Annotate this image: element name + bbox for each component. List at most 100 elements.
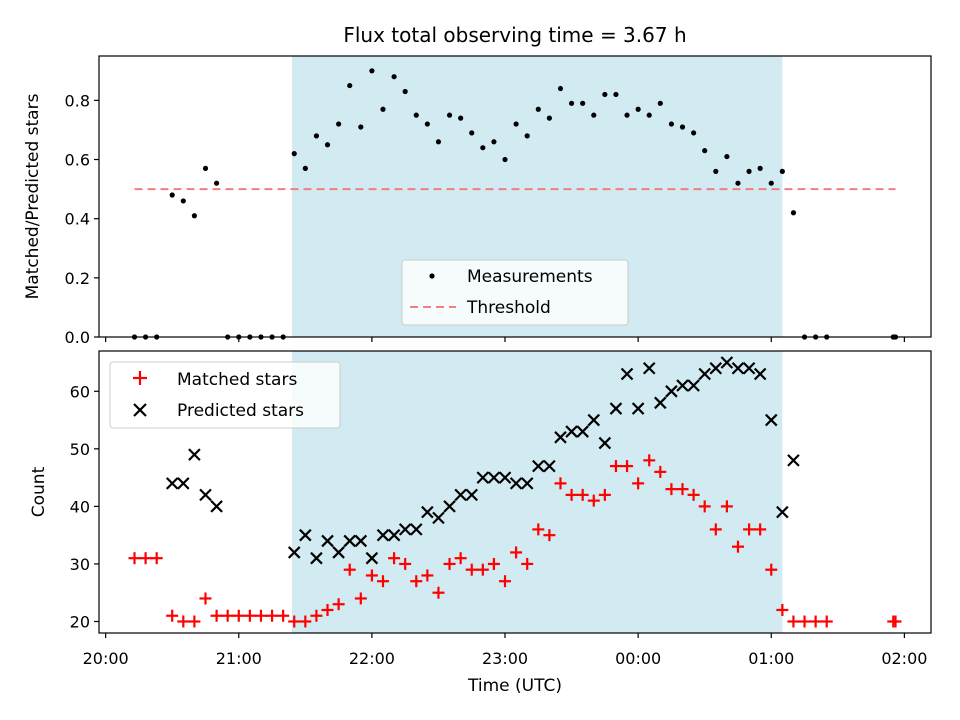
predicted-star-point [354,534,368,548]
matched-star-point [177,615,190,628]
matched-star-point [754,523,767,536]
predicted-star-point [787,454,800,467]
top-y-tick-label: 0.2 [65,269,90,288]
predicted-star-point [764,413,778,427]
matched-star-point [465,563,478,576]
matched-star-point [720,500,733,513]
matched-star-point [776,603,789,616]
bottom-legend: Matched stars Predicted stars [109,361,341,429]
measurement-point [458,115,464,121]
measurement-point [358,124,364,130]
top-axes-frame [98,55,932,338]
predicted-star-point [642,361,656,375]
matched-star-point [731,540,744,553]
measurement-point [768,180,774,186]
matched-star-point [199,592,212,605]
matched-star-point [232,609,245,622]
matched-star-point [709,523,722,536]
x-tick-label: 00:00 [615,649,661,668]
predicted-star-point [720,356,734,369]
predicted-star-point [631,402,645,415]
measurement-point [602,91,608,98]
predicted-star-point [742,361,756,375]
predicted-star-point [687,379,700,392]
bottom-legend-box [109,361,341,429]
measurement-point [557,85,564,92]
predicted-star-point [310,551,323,565]
bottom-y-tick-label: 20 [70,612,90,631]
measurement-point [757,165,763,171]
measurement-point [191,213,198,219]
legend-measurement-marker [429,273,435,279]
measurement-point [790,210,797,216]
predicted-star-point [321,534,334,548]
predicted-star-point [177,477,190,490]
matched-star-point [521,557,534,570]
legend-measurements-label: Measurements [467,267,593,287]
measurement-point [580,100,586,106]
measurement-point [635,106,641,112]
predicted-star-point [299,528,312,542]
count-points [128,356,902,628]
x-tick-label: 23:00 [482,649,528,668]
matched-star-point [365,569,378,582]
predicted-star-point [565,425,578,438]
measurement-point [336,121,342,127]
predicted-star-point [587,413,601,427]
top-y-ticks: 0.0 0.2 0.4 0.6 0.8 [65,91,99,347]
matched-star-point [332,598,345,611]
measurement-point [324,142,331,148]
measurement-point [679,124,686,130]
predicted-star-point [287,546,301,559]
matched-star-point [487,557,500,570]
x-tick-label: 20:00 [83,649,129,668]
bottom-y-tick-label: 40 [70,497,90,516]
measurement-point [657,100,663,106]
matched-star-point [665,483,678,496]
predicted-star-point [454,488,467,502]
measurement-point [702,148,708,154]
predicted-star-point [532,459,545,473]
matched-star-point [609,460,622,473]
matched-star-point [343,563,356,576]
matched-star-point [221,609,234,622]
matched-star-point [188,615,201,628]
matched-star-point [288,615,301,628]
measurement-point [668,121,675,127]
top-y-tick-label: 0.4 [65,210,90,229]
predicted-star-point [576,425,589,438]
legend-predicted-marker [133,403,147,417]
legend-predicted-label: Predicted stars [177,401,304,421]
predicted-star-point [409,523,423,536]
matched-star-point [410,575,423,588]
matched-star-point [310,609,323,622]
matched-star-point [654,465,667,478]
predicted-star-point [598,436,612,450]
top-y-tick-label: 0.6 [65,151,90,170]
matched-star-point [632,477,645,490]
measurement-point [524,133,530,139]
measurement-point [502,156,508,163]
top-x-ticks [105,337,905,342]
predicted-star-point [698,367,711,381]
matched-star-point [399,557,412,570]
legend-threshold-label: Threshold [466,298,551,318]
matched-star-point [554,477,567,490]
legend-matched-marker [133,371,147,385]
measurement-point [646,112,652,118]
bottom-axes-frame [98,350,932,634]
measurement-point [202,165,209,171]
predicted-star-point [554,431,567,444]
predicted-star-point [620,367,634,381]
matched-star-point [698,500,711,513]
matched-star-point [277,609,290,622]
matched-star-point [687,488,700,501]
matched-star-point [543,529,556,542]
top-y-tick-label: 0.8 [65,91,90,110]
bottom-y-tick-label: 60 [70,382,90,401]
matched-star-point [210,609,223,622]
bottom-y-tick-label: 30 [70,555,90,574]
bottom-x-ticks: 20:00 21:00 22:00 23:00 00:00 01:00 02:00 [83,633,927,668]
predicted-star-point [543,459,556,473]
